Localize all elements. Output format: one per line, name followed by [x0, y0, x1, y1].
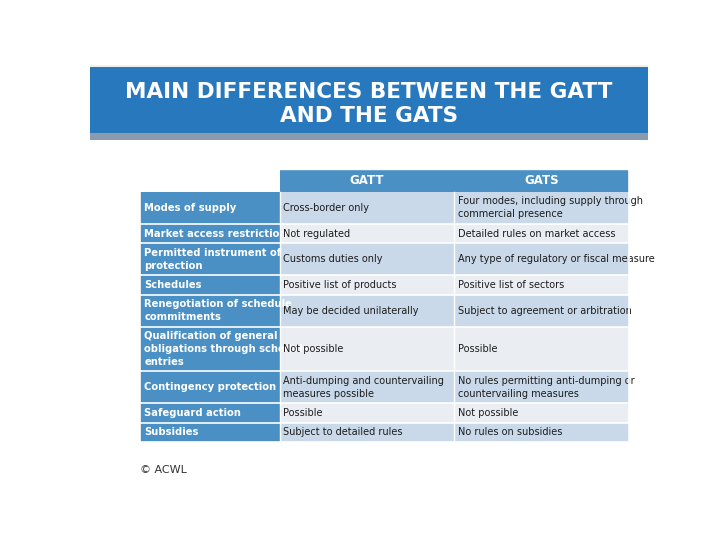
Bar — [454, 372, 629, 403]
Bar — [279, 372, 454, 403]
Bar — [454, 224, 629, 243]
Text: Permitted instrument of
protection: Permitted instrument of protection — [144, 248, 282, 271]
Text: Contingency protection: Contingency protection — [144, 382, 276, 393]
Bar — [279, 243, 454, 275]
Text: Four modes, including supply through
commercial presence: Four modes, including supply through com… — [458, 197, 643, 219]
Bar — [279, 423, 454, 442]
Text: Detailed rules on market access: Detailed rules on market access — [458, 228, 616, 239]
Bar — [279, 168, 454, 192]
Text: No rules permitting anti-dumping or
countervailing measures: No rules permitting anti-dumping or coun… — [458, 376, 634, 399]
Bar — [140, 403, 279, 423]
Text: Any type of regulatory or fiscal measure: Any type of regulatory or fiscal measure — [458, 254, 654, 264]
Text: Subject to agreement or arbitration: Subject to agreement or arbitration — [458, 306, 632, 315]
Bar — [454, 275, 629, 295]
Bar — [279, 295, 454, 327]
Text: AND THE GATS: AND THE GATS — [280, 106, 458, 126]
Text: Not possible: Not possible — [284, 344, 343, 354]
Bar — [90, 132, 648, 140]
Text: Customs duties only: Customs duties only — [284, 254, 383, 264]
Text: Positive list of sectors: Positive list of sectors — [458, 280, 564, 290]
Text: Cross-border only: Cross-border only — [284, 203, 369, 213]
Bar — [140, 295, 279, 327]
Bar — [454, 423, 629, 442]
Text: Renegotiation of schedule
commitments: Renegotiation of schedule commitments — [144, 299, 292, 322]
Text: Subsidies: Subsidies — [144, 428, 199, 437]
Text: GATT: GATT — [349, 174, 384, 187]
Text: Possible: Possible — [458, 344, 498, 354]
Bar — [279, 192, 454, 224]
Text: Subject to detailed rules: Subject to detailed rules — [284, 428, 403, 437]
Text: Modes of supply: Modes of supply — [144, 203, 236, 213]
Text: Not regulated: Not regulated — [284, 228, 351, 239]
Bar — [140, 423, 279, 442]
Text: Schedules: Schedules — [144, 280, 202, 290]
Text: Safeguard action: Safeguard action — [144, 408, 241, 418]
Bar — [454, 243, 629, 275]
Text: Market access restrictions: Market access restrictions — [144, 228, 292, 239]
Bar — [90, 65, 648, 67]
Text: Qualification of general
obligations through schedule
entries: Qualification of general obligations thr… — [144, 331, 310, 367]
Bar — [454, 327, 629, 372]
Text: Possible: Possible — [284, 408, 323, 418]
Text: GATS: GATS — [524, 174, 559, 187]
Bar — [140, 372, 279, 403]
Bar — [279, 224, 454, 243]
Text: No rules on subsidies: No rules on subsidies — [458, 428, 562, 437]
Bar — [140, 275, 279, 295]
Bar — [279, 327, 454, 372]
Bar — [454, 192, 629, 224]
Bar — [140, 224, 279, 243]
Text: MAIN DIFFERENCES BETWEEN THE GATT: MAIN DIFFERENCES BETWEEN THE GATT — [125, 82, 613, 102]
Bar — [140, 327, 279, 372]
Bar — [454, 295, 629, 327]
Bar — [279, 403, 454, 423]
Bar — [140, 192, 279, 224]
Bar — [140, 243, 279, 275]
Bar — [454, 403, 629, 423]
Bar — [454, 168, 629, 192]
Text: Not possible: Not possible — [458, 408, 518, 418]
Bar — [90, 67, 648, 132]
Text: Anti-dumping and countervailing
measures possible: Anti-dumping and countervailing measures… — [284, 376, 444, 399]
Text: May be decided unilaterally: May be decided unilaterally — [284, 306, 419, 315]
Bar — [279, 275, 454, 295]
Text: © ACWL: © ACWL — [140, 465, 187, 475]
Text: Positive list of products: Positive list of products — [284, 280, 397, 290]
